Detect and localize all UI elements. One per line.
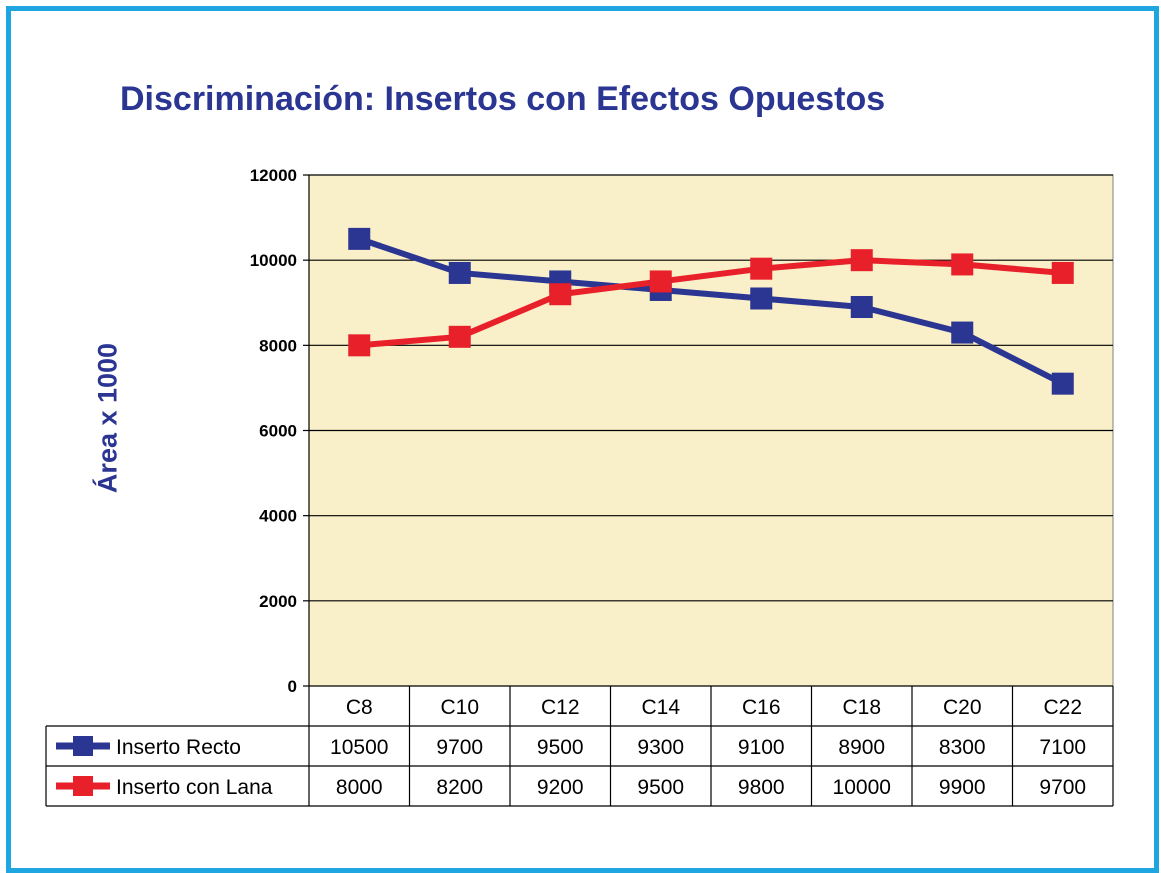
legend-label: Inserto Recto [116,736,241,759]
series-group [348,227,1074,395]
data-table-cell: 8200 [436,776,483,799]
x-tick-label: C12 [541,696,580,719]
data-point [850,249,873,272]
data-point [951,321,974,344]
data-table-cell: 8300 [939,736,986,759]
data-table-cell: 9300 [637,736,684,759]
data-point [649,270,672,293]
series-line [358,236,1065,387]
y-tick-label: 0 [288,677,297,696]
y-tick-label: 12000 [250,166,297,185]
x-tick-label: C22 [1043,696,1082,719]
data-point [549,283,572,306]
legend-marker [73,776,93,796]
data-table-cell: 8000 [336,776,383,799]
data-point [850,296,873,319]
y-tick-label: 4000 [259,507,297,526]
legend-label: Inserto con Lana [116,776,273,799]
y-tick-label: 8000 [259,336,297,355]
data-table-cell: 8900 [838,736,885,759]
data-point [448,325,471,348]
plot-area: 0 2000 4000 6000 8000 10000 12000 [250,166,1114,696]
data-point [348,334,371,357]
x-tick-label: C14 [641,696,680,719]
data-table-cell: 9500 [537,736,584,759]
x-tick-label: C10 [440,696,479,719]
data-table-cell: 9900 [939,776,986,799]
data-point [448,261,471,284]
data-table-cell: 9800 [738,776,785,799]
x-tick-label: C16 [742,696,781,719]
y-tick-label: 2000 [259,592,297,611]
series-line [358,257,1064,349]
x-tick-label: C20 [943,696,982,719]
x-tick-label: C18 [842,696,881,719]
data-point [951,253,974,276]
data-point [1051,261,1074,284]
data-point [348,227,371,250]
data-table-cell: 9500 [637,776,684,799]
legend-marker [73,736,93,756]
x-tick-label: C8 [346,696,373,719]
data-point [750,287,773,310]
data-table: C8 C10 C12 C14 C16 C18 C20 C22 Inserto Recto 1050… [45,685,1114,807]
data-table-cell: 9100 [738,736,785,759]
data-point [750,257,773,280]
data-table-cell: 10500 [330,736,388,759]
data-point [1051,372,1074,395]
y-tick-label: 6000 [259,422,297,441]
data-table-cell: 9700 [436,736,483,759]
data-table-cell: 9700 [1039,776,1086,799]
data-table-cell: 9200 [537,776,584,799]
data-table-cell: 10000 [833,776,891,799]
data-table-cell: 7100 [1039,736,1086,759]
chart-title: Discriminación: Insertos con Efectos Opu… [120,80,886,118]
y-tick-label: 10000 [250,251,297,270]
